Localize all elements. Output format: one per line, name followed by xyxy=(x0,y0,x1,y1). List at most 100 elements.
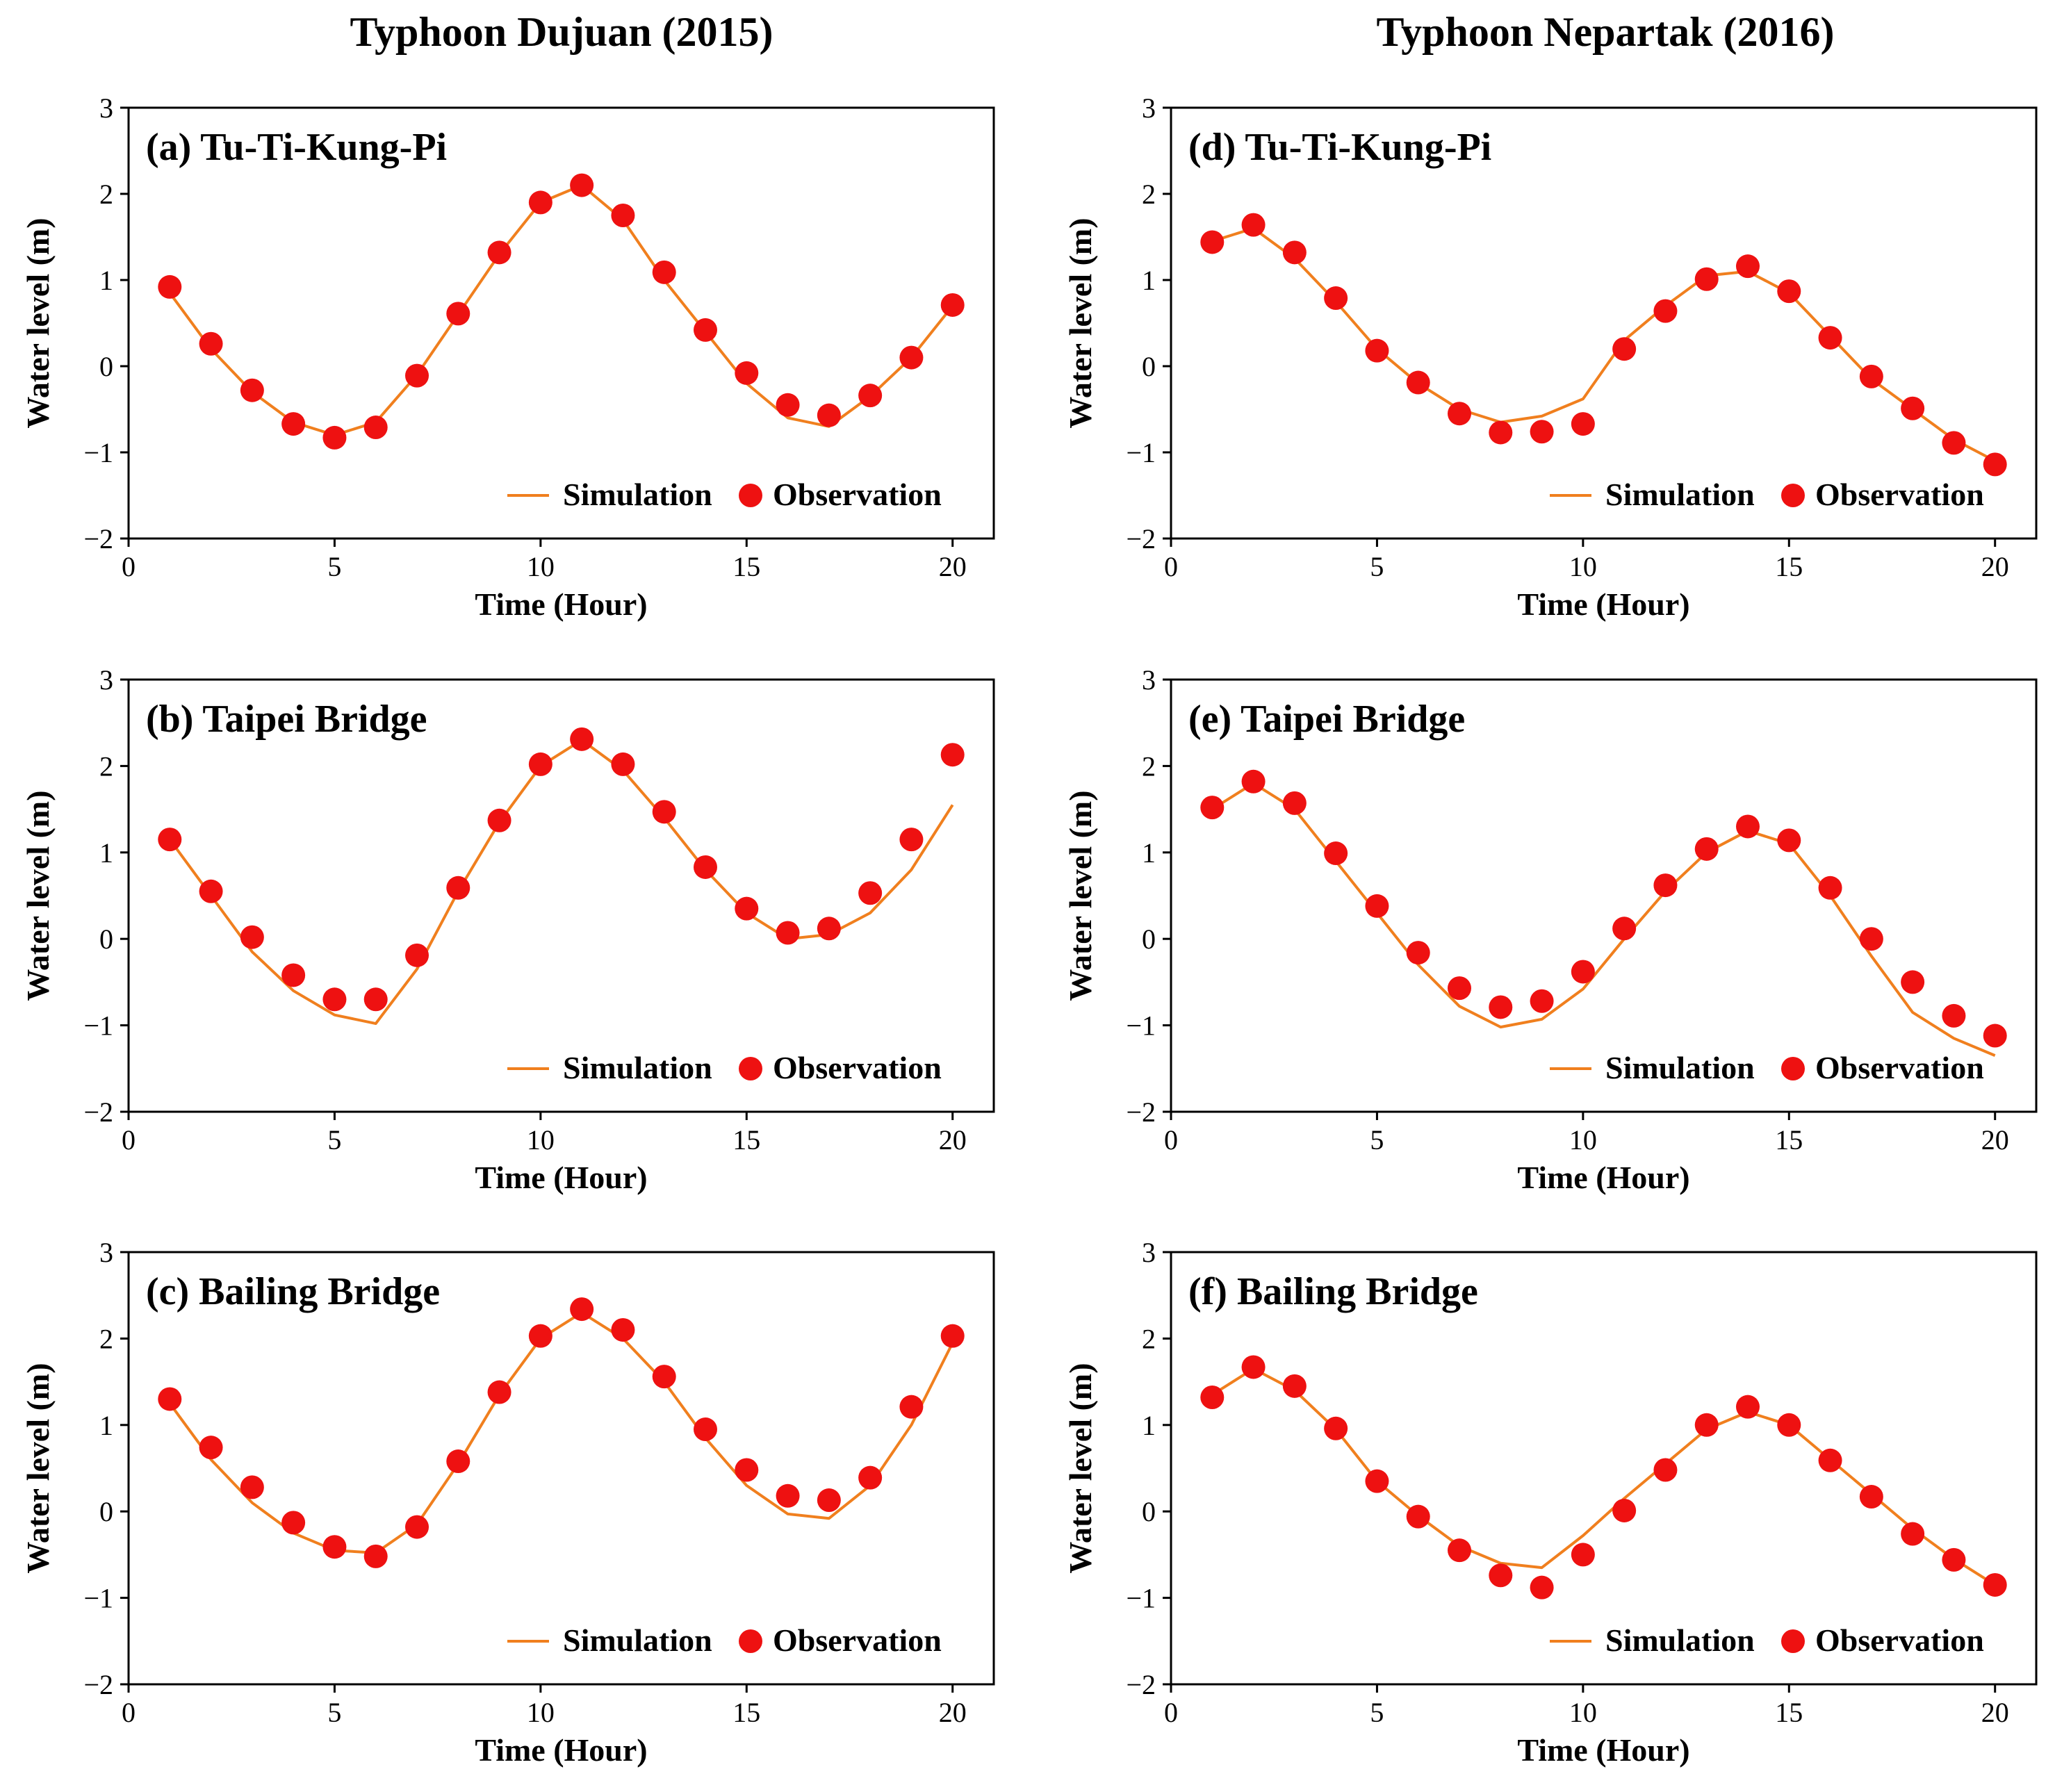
column-title-nepartak: Typhoon Nepartak (2016) xyxy=(1377,9,1835,55)
legend-simulation-label: Simulation xyxy=(1605,1622,1755,1658)
observation-point xyxy=(281,412,306,436)
observation-point xyxy=(1942,1003,1966,1028)
y-tick-label: 2 xyxy=(99,750,113,782)
observation-point xyxy=(1777,1413,1801,1437)
observation-point xyxy=(158,1387,182,1411)
observation-point xyxy=(776,393,800,417)
y-tick-label: 0 xyxy=(99,1496,113,1527)
observation-point xyxy=(940,1324,965,1348)
legend-observation-swatch xyxy=(1781,1629,1805,1653)
observation-point xyxy=(1612,1498,1637,1522)
x-tick-label: 15 xyxy=(1775,1124,1803,1156)
legend-observation-label: Observation xyxy=(1815,1050,1984,1085)
y-tick-label: 2 xyxy=(99,179,113,210)
observation-point xyxy=(735,896,759,921)
observation-point xyxy=(570,727,594,751)
observation-point xyxy=(611,204,635,227)
observation-point xyxy=(1983,1572,2007,1597)
observation-point xyxy=(694,1417,717,1442)
observation-point xyxy=(899,828,924,852)
observation-point xyxy=(363,987,388,1012)
observation-point xyxy=(1777,828,1801,853)
y-axis-label: Water level (m) xyxy=(20,790,56,1001)
observation-point xyxy=(1324,841,1348,866)
observation-point xyxy=(694,855,717,879)
y-axis-label: Water level (m) xyxy=(20,1363,56,1573)
observation-point xyxy=(363,416,388,440)
x-tick-label: 5 xyxy=(327,1124,341,1156)
panel-title: (f) Bailing Bridge xyxy=(1188,1270,1478,1313)
observation-point xyxy=(940,293,965,317)
observation-point xyxy=(322,987,347,1012)
observation-point xyxy=(899,345,924,370)
y-tick-label: 3 xyxy=(99,664,113,696)
observation-point xyxy=(1489,1563,1513,1588)
observation-point xyxy=(1612,337,1637,361)
observation-point xyxy=(817,403,841,427)
y-tick-label: 0 xyxy=(99,351,113,382)
observation-point xyxy=(1818,876,1842,900)
observation-point xyxy=(858,881,883,905)
x-axis-label: Time (Hour) xyxy=(1517,1160,1689,1195)
observation-point xyxy=(1942,1547,1966,1572)
panel-title: (c) Bailing Bridge xyxy=(146,1270,440,1313)
simulation-line xyxy=(1211,782,1996,1057)
observation-point xyxy=(1736,1395,1760,1419)
y-tick-label: 2 xyxy=(1142,179,1156,210)
simulation-line xyxy=(168,1311,954,1554)
observation-point xyxy=(1406,370,1430,395)
y-tick-label: 0 xyxy=(1142,351,1156,382)
observation-point xyxy=(1241,213,1266,237)
y-tick-label: 2 xyxy=(1142,750,1156,782)
observation-point xyxy=(1448,402,1471,426)
x-tick-label: 20 xyxy=(1981,1697,2009,1728)
observation-point xyxy=(281,1511,306,1535)
observation-point xyxy=(1282,240,1307,265)
observation-point xyxy=(899,1395,924,1419)
y-tick-label: 3 xyxy=(1142,92,1156,124)
observation-point xyxy=(1901,396,1925,420)
y-tick-label: 3 xyxy=(1142,664,1156,696)
observation-point xyxy=(1489,995,1513,1019)
x-tick-label: 15 xyxy=(732,551,760,582)
observation-point xyxy=(1448,976,1471,1001)
legend-simulation-label: Simulation xyxy=(1605,477,1755,512)
legend-observation-label: Observation xyxy=(773,1050,942,1085)
y-tick-label: 2 xyxy=(1142,1323,1156,1354)
y-tick-label: 1 xyxy=(99,1410,113,1441)
observation-point xyxy=(1406,1504,1430,1529)
observation-point xyxy=(487,808,511,832)
observation-point xyxy=(1200,230,1225,254)
legend-simulation-label: Simulation xyxy=(563,1622,712,1658)
observation-point xyxy=(1612,916,1637,941)
chart-panel-a: 0 5 10 15 20 −2 −1 0 1 2 3 Time (Hour) Water level (… xyxy=(20,92,995,622)
x-tick-label: 10 xyxy=(1569,551,1597,582)
observation-point xyxy=(405,363,429,388)
observation-point xyxy=(776,921,800,945)
observation-point xyxy=(858,1465,883,1490)
observation-point xyxy=(652,260,676,284)
plot-frame xyxy=(1170,1251,2038,1686)
observation-point xyxy=(1571,960,1595,984)
x-axis-label: Time (Hour) xyxy=(475,586,647,622)
x-tick-label: 20 xyxy=(1981,1124,2009,1156)
observation-point xyxy=(1983,1024,2007,1048)
observation-point xyxy=(1942,431,1966,455)
observation-point xyxy=(817,916,841,941)
x-axis-label: Time (Hour) xyxy=(475,1160,647,1195)
y-axis-label: Water level (m) xyxy=(1063,790,1098,1001)
x-tick-label: 5 xyxy=(327,551,341,582)
observation-point xyxy=(487,1380,511,1404)
x-tick-label: 0 xyxy=(122,551,136,582)
observation-point xyxy=(405,943,429,967)
observation-point xyxy=(1241,769,1266,794)
observation-point xyxy=(1448,1538,1471,1563)
observation-point xyxy=(1571,1543,1595,1567)
observation-point xyxy=(446,876,470,900)
y-axis-label: Water level (m) xyxy=(20,217,56,428)
legend-simulation-label: Simulation xyxy=(563,1050,712,1085)
y-tick-label: −2 xyxy=(1126,523,1156,554)
legend-simulation-label: Simulation xyxy=(1605,1050,1755,1085)
observation-point xyxy=(776,1483,800,1508)
